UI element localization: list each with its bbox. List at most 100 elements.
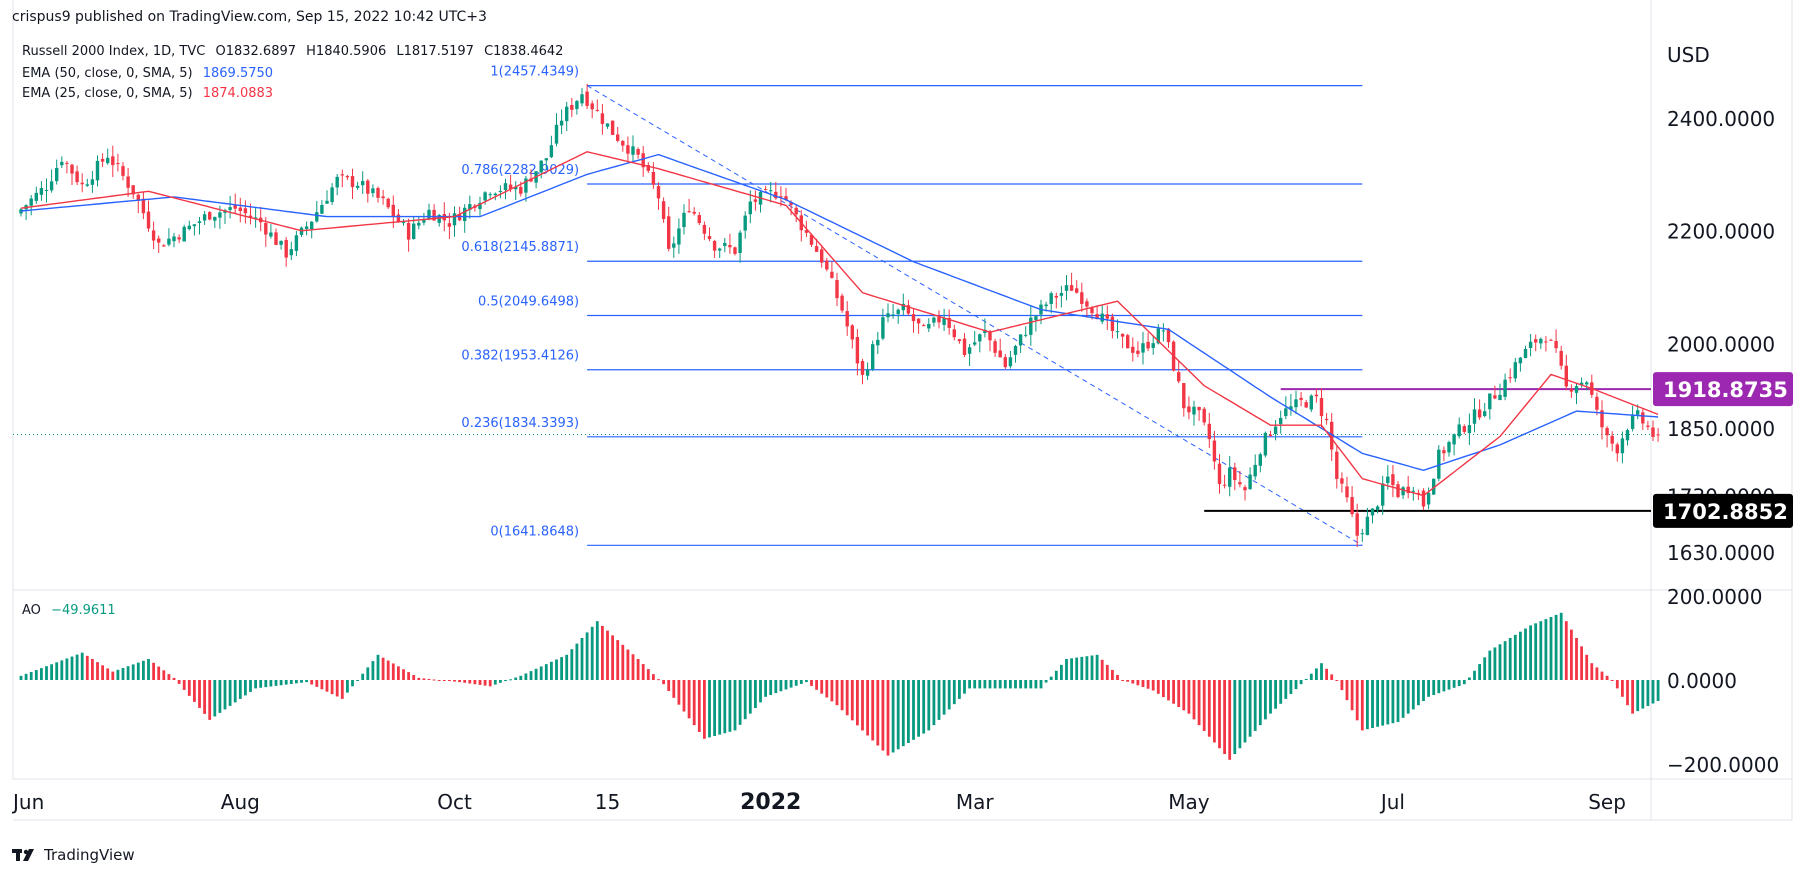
- ao-bar: [356, 680, 359, 681]
- ao-bar: [213, 680, 217, 717]
- ao-bar: [488, 680, 492, 687]
- candle-body: [508, 184, 513, 189]
- candle-body: [44, 190, 49, 192]
- legend-ema50-row[interactable]: EMA (50, close, 0, SMA, 5) 1869.5750: [22, 66, 273, 81]
- candle-body: [1411, 490, 1415, 492]
- ao-bar: [1575, 638, 1578, 680]
- candle-body: [202, 214, 207, 221]
- ao-bar: [1355, 680, 1359, 721]
- candle-body: [361, 181, 365, 186]
- ao-bar: [805, 680, 808, 683]
- candle-body: [417, 222, 421, 226]
- ao-bar: [24, 673, 28, 680]
- candle-body: [284, 239, 288, 258]
- candle-body: [447, 223, 452, 227]
- legend-ema25-row[interactable]: EMA (25, close, 0, SMA, 5) 1874.0883: [22, 86, 273, 101]
- ao-bar: [850, 680, 854, 721]
- candle-body: [1467, 425, 1472, 434]
- candle-body: [1182, 383, 1186, 409]
- ao-bar: [157, 666, 161, 680]
- ao-bar: [463, 680, 467, 683]
- candle-body: [1054, 295, 1058, 298]
- candle-body: [1248, 474, 1252, 490]
- candle-body: [1289, 406, 1293, 410]
- price-tick-label: 1850.0000: [1667, 417, 1775, 441]
- candle-body: [1396, 484, 1400, 498]
- candle-body: [1126, 335, 1130, 349]
- candle-body: [748, 201, 752, 215]
- candle-body: [1569, 388, 1574, 392]
- candle-body: [1401, 487, 1405, 496]
- ao-bar: [499, 680, 502, 683]
- ao-bar: [1095, 654, 1099, 680]
- ao-bar: [1406, 680, 1410, 714]
- candle-body: [723, 243, 727, 246]
- time-tick-label: Jul: [1379, 790, 1405, 814]
- ao-bar: [162, 670, 166, 680]
- ao-bar: [340, 680, 344, 699]
- candle-body: [1207, 423, 1211, 440]
- ao-bar: [366, 667, 370, 680]
- fib-level-label: 1(2457.4349): [490, 65, 579, 80]
- candle-body: [1085, 301, 1089, 307]
- candle-body: [233, 204, 237, 209]
- candle-body: [1141, 343, 1145, 353]
- candle-body: [1472, 409, 1477, 424]
- candle-body: [911, 314, 916, 322]
- ao-bar: [1417, 680, 1420, 706]
- published-header: crispus9 published on TradingView.com, S…: [12, 9, 487, 25]
- ao-bar: [1019, 680, 1022, 689]
- ao-bar: [993, 680, 997, 689]
- candle-body: [151, 230, 156, 241]
- ao-bar: [91, 659, 94, 680]
- candle-body: [1309, 395, 1313, 410]
- ao-bar: [1105, 664, 1109, 680]
- legend-ao-row[interactable]: AO −49.9611: [22, 603, 116, 618]
- ao-bar: [682, 680, 686, 712]
- ao-bar: [580, 638, 584, 680]
- candle-body: [850, 325, 854, 340]
- candle-body: [1503, 379, 1507, 397]
- time-tick-label: 15: [595, 790, 620, 814]
- candle-body: [34, 192, 38, 201]
- candle-body: [1375, 506, 1380, 511]
- candle-body: [1340, 478, 1344, 484]
- candle-body: [1559, 350, 1563, 366]
- candle-body: [1314, 394, 1319, 397]
- ao-bar: [881, 680, 885, 751]
- candle-body: [947, 318, 951, 328]
- ao-bar: [1442, 680, 1446, 692]
- ao-bar: [723, 680, 727, 734]
- ao-bar: [830, 680, 834, 702]
- candle-body: [616, 134, 620, 141]
- ao-bar: [432, 679, 436, 681]
- ao-bar: [193, 680, 196, 702]
- candle-body: [228, 207, 232, 211]
- candle-body: [1508, 377, 1512, 379]
- candle-body: [1243, 487, 1247, 491]
- ao-histogram-group: [19, 612, 1660, 760]
- ao-bar: [1289, 680, 1293, 694]
- ao-bar: [289, 680, 293, 684]
- ao-bar: [1539, 621, 1543, 680]
- candle-body: [1539, 338, 1543, 344]
- ao-bar: [1636, 680, 1640, 712]
- ao-bar: [1493, 647, 1497, 680]
- ao-bar: [1207, 680, 1211, 737]
- ao-bar: [646, 669, 650, 680]
- tradingview-footer[interactable]: TradingView: [12, 846, 135, 864]
- ao-bar: [1564, 621, 1568, 680]
- ao-bar: [101, 665, 104, 680]
- candle-body: [162, 245, 166, 247]
- ao-bar: [840, 680, 844, 711]
- candle-body: [70, 164, 74, 174]
- ao-bar: [703, 680, 706, 739]
- candle-body: [136, 194, 140, 201]
- candle-body: [865, 369, 870, 376]
- candle-body: [1008, 357, 1013, 367]
- candle-body: [738, 232, 742, 253]
- ao-bar: [1381, 680, 1385, 726]
- ao-bar: [779, 680, 783, 692]
- candle-body: [1156, 328, 1160, 344]
